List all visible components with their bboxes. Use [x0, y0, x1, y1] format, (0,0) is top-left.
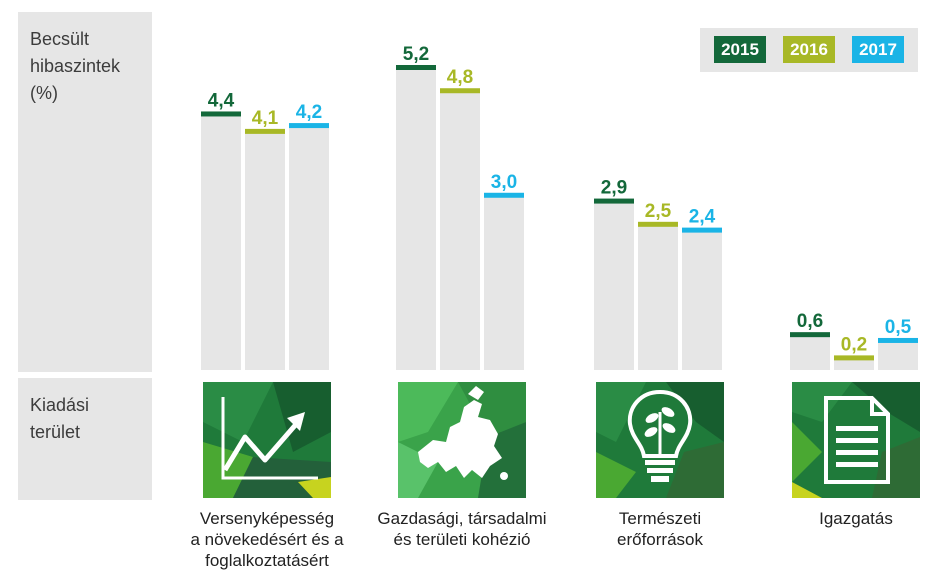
bar-cap-2015-3 [790, 332, 830, 338]
legend: 2015 2016 2017 [700, 28, 918, 72]
bar-chart: 4,4 5,2 2,9 0,6 4,1 4,8 2,5 0,2 4,2 3,0 2,4 0,5 [201, 44, 918, 370]
bar-cap-2016-0 [245, 128, 285, 134]
bar-2017-1 [484, 195, 524, 370]
bar-2015-2 [594, 201, 634, 370]
europe-map-icon [398, 382, 526, 498]
lightbulb-plant-icon [596, 382, 724, 498]
category-label-natural-resources: Természeti erőforrások [617, 509, 703, 549]
data-label-2016-3: 0,2 [841, 334, 867, 355]
legend-item-2016: 2016 [783, 36, 835, 63]
bar-2015-1 [396, 68, 436, 370]
data-label-2017-2: 2,4 [689, 207, 716, 228]
bar-cap-2015-2 [594, 198, 634, 204]
data-label-2017-3: 0,5 [885, 317, 912, 338]
bar-2017-2 [682, 230, 722, 370]
bar-2015-0 [201, 114, 241, 370]
data-label-2015-3: 0,6 [797, 311, 823, 332]
bar-cap-2016-3 [834, 355, 874, 361]
bar-2017-3 [878, 340, 918, 370]
category-label-administration: Igazgatás [819, 509, 893, 528]
bar-2016-3 [834, 358, 874, 370]
bar-2016-1 [440, 91, 480, 370]
bar-cap-2017-2 [682, 227, 722, 233]
data-label-2016-0: 4,1 [252, 108, 279, 129]
area-label: Kiadási terület [30, 395, 90, 442]
data-label-2015-0: 4,4 [208, 90, 235, 111]
bar-cap-2017-0 [289, 123, 329, 129]
data-label-2015-1: 5,2 [403, 44, 429, 65]
bar-2017-0 [289, 126, 329, 370]
bar-cap-2016-1 [440, 88, 480, 94]
data-label-2017-1: 3,0 [491, 172, 517, 193]
bar-cap-2017-1 [484, 192, 524, 198]
y-axis-label-panel: Becsült hibaszintek (%) [18, 12, 152, 372]
category-label-cohesion: Gazdasági, társadalmi és területi kohézi… [377, 509, 547, 549]
bar-cap-2015-0 [201, 111, 241, 117]
bar-2015-3 [790, 335, 830, 370]
bar-cap-2017-3 [878, 337, 918, 343]
data-label-2016-2: 2,5 [645, 201, 672, 222]
bar-2016-2 [638, 224, 678, 370]
data-label-2016-1: 4,8 [447, 67, 473, 88]
area-label-panel: Kiadási terület [18, 378, 152, 500]
bar-cap-2015-1 [396, 65, 436, 70]
data-label-2017-0: 4,2 [296, 102, 322, 123]
y-axis-label: Becsült hibaszintek (%) [30, 29, 121, 103]
category-label-competitiveness: Versenyképesség a növekedésért és a fogl… [190, 509, 344, 570]
legend-item-2015: 2015 [714, 36, 766, 63]
document-icon [792, 382, 920, 498]
data-label-2015-2: 2,9 [601, 178, 627, 199]
growth-chart-icon [203, 382, 331, 498]
legend-item-2017: 2017 [852, 36, 904, 63]
bar-2016-0 [245, 131, 285, 370]
bar-cap-2016-2 [638, 221, 678, 227]
